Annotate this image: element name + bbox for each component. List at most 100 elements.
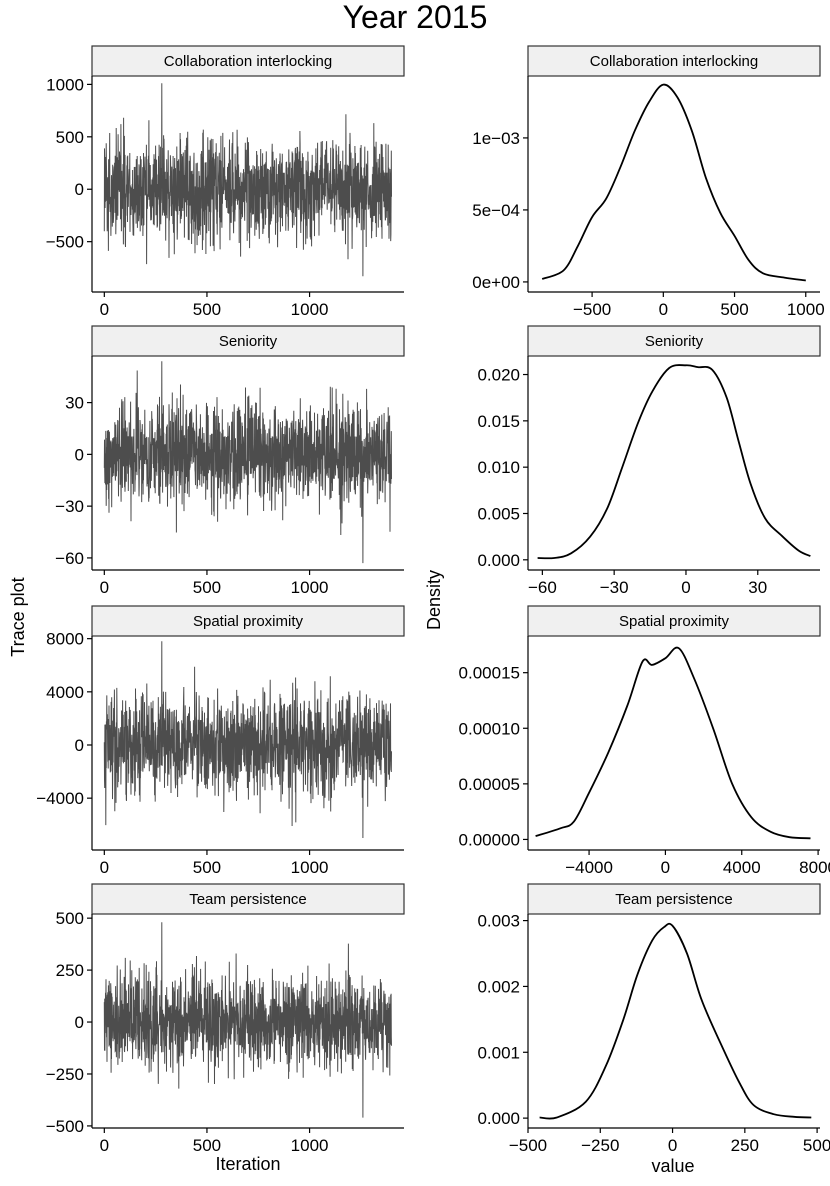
y-tick-label: 0.020 bbox=[477, 366, 520, 385]
trace-panel-2: Seniority −60 −30 0 30 0 500 1000 bbox=[55, 325, 405, 597]
facet-label: Collaboration interlocking bbox=[590, 53, 758, 70]
x-tick-label: 0 bbox=[100, 1136, 109, 1155]
x-tick-label: 500 bbox=[193, 1136, 221, 1155]
x-tick-label: 0 bbox=[681, 578, 690, 597]
density-curve bbox=[541, 83, 806, 282]
x-tick-label: 0 bbox=[659, 300, 668, 319]
y-tick-label: 5e−04 bbox=[472, 201, 520, 220]
y-tick-label: 4000 bbox=[46, 683, 84, 702]
trace-line bbox=[103, 83, 392, 277]
y-tick-label: 0.010 bbox=[477, 458, 520, 477]
x-tick-label: 500 bbox=[193, 858, 221, 877]
trace-line bbox=[103, 922, 392, 1118]
y-tick-label: 0e+00 bbox=[472, 273, 520, 292]
y-tick-label: 0 bbox=[75, 180, 84, 199]
x-tick-label: −4000 bbox=[565, 858, 613, 877]
density-panel-3: Spatial proximity 0.00000 0.00005 0.00010 0.… bbox=[459, 605, 830, 877]
facet-strip bbox=[527, 325, 821, 357]
y-tick-label: 0.000 bbox=[477, 1109, 520, 1128]
density-y-axis-title: Density bbox=[424, 570, 444, 630]
facet-strip bbox=[91, 605, 405, 637]
density-curve bbox=[539, 922, 812, 1120]
facet-strip bbox=[91, 45, 405, 77]
density-panel-1: Collaboration interlocking 0e+00 5e−04 1e−0… bbox=[472, 45, 825, 319]
x-tick-label: −250 bbox=[581, 1136, 619, 1155]
density-curve bbox=[535, 646, 811, 840]
trace-panel-4: Team persistence −500 −250 0 250 500 0 500 1000 bbox=[46, 883, 405, 1155]
y-tick-label: 0.003 bbox=[477, 912, 520, 931]
trace-line bbox=[103, 361, 392, 564]
x-tick-label: 0 bbox=[100, 858, 109, 877]
y-tick-label: 0.001 bbox=[477, 1043, 520, 1062]
facet-strip bbox=[527, 605, 821, 637]
trace-line bbox=[103, 641, 392, 839]
x-tick-label: 1000 bbox=[291, 858, 329, 877]
y-tick-label: 250 bbox=[56, 961, 84, 980]
y-tick-label: 1000 bbox=[46, 75, 84, 94]
figure-title: Year 2015 bbox=[343, 0, 488, 35]
y-tick-label: 0 bbox=[75, 1013, 84, 1032]
x-tick-label: 8000 bbox=[799, 858, 830, 877]
trace-panel-1: Collaboration interlocking −500 0 500 1000 0 5… bbox=[46, 45, 405, 319]
density-x-axis-title: value bbox=[651, 1156, 694, 1176]
facet-label: Collaboration interlocking bbox=[164, 53, 332, 70]
panels: Collaboration interlocking −500 0 500 1000 0 5… bbox=[36, 45, 830, 1155]
trace-y-axis-title: Trace plot bbox=[8, 577, 28, 656]
x-tick-label: −500 bbox=[573, 300, 611, 319]
facet-label: Team persistence bbox=[189, 891, 307, 908]
x-tick-label: 1000 bbox=[291, 300, 329, 319]
y-tick-label: −500 bbox=[46, 1117, 84, 1136]
density-curve bbox=[537, 364, 811, 560]
x-tick-label: 1000 bbox=[291, 1136, 329, 1155]
y-tick-label: −500 bbox=[46, 233, 84, 252]
facet-strip bbox=[91, 325, 405, 357]
x-tick-label: −30 bbox=[600, 578, 629, 597]
y-tick-label: 0.00010 bbox=[459, 719, 520, 738]
facet-strip bbox=[91, 883, 405, 915]
y-tick-label: 0 bbox=[75, 736, 84, 755]
facet-label: Spatial proximity bbox=[193, 613, 304, 630]
y-tick-label: 0 bbox=[75, 445, 84, 464]
density-panel-2: Seniority 0.000 0.005 0.010 0.015 0.020 −60 −30… bbox=[477, 325, 821, 597]
x-tick-label: 1000 bbox=[291, 578, 329, 597]
x-tick-label: 0 bbox=[100, 578, 109, 597]
y-tick-label: 0.015 bbox=[477, 412, 520, 431]
y-tick-label: 0.000 bbox=[477, 551, 520, 570]
facet-label: Seniority bbox=[645, 333, 704, 350]
x-tick-label: 4000 bbox=[723, 858, 761, 877]
x-tick-label: 250 bbox=[731, 1136, 759, 1155]
y-tick-label: −250 bbox=[46, 1065, 84, 1084]
y-tick-label: 500 bbox=[56, 128, 84, 147]
y-tick-label: −30 bbox=[55, 497, 84, 516]
x-tick-label: 500 bbox=[720, 300, 748, 319]
facet-strip bbox=[527, 45, 821, 77]
y-tick-label: 8000 bbox=[46, 630, 84, 649]
facet-strip bbox=[527, 883, 821, 915]
y-tick-label: −60 bbox=[55, 549, 84, 568]
x-tick-label: 30 bbox=[748, 578, 767, 597]
x-tick-label: 0 bbox=[100, 300, 109, 319]
x-tick-label: −500 bbox=[509, 1136, 547, 1155]
x-tick-label: 500 bbox=[803, 1136, 830, 1155]
y-tick-label: 500 bbox=[56, 909, 84, 928]
x-tick-label: 0 bbox=[661, 858, 670, 877]
x-tick-label: 500 bbox=[193, 578, 221, 597]
facet-label: Seniority bbox=[219, 333, 278, 350]
x-tick-label: −60 bbox=[528, 578, 557, 597]
y-tick-label: 0.00015 bbox=[459, 664, 520, 683]
y-tick-label: 0.005 bbox=[477, 504, 520, 523]
facet-label: Team persistence bbox=[615, 891, 733, 908]
y-tick-label: 0.00005 bbox=[459, 775, 520, 794]
facet-label: Spatial proximity bbox=[619, 613, 730, 630]
y-tick-label: −4000 bbox=[36, 789, 84, 808]
density-panel-4: Team persistence 0.000 0.001 0.002 0.003 −500… bbox=[477, 883, 830, 1155]
y-tick-label: 30 bbox=[65, 394, 84, 413]
x-tick-label: 0 bbox=[668, 1136, 677, 1155]
y-tick-label: 0.00000 bbox=[459, 830, 520, 849]
trace-panel-3: Spatial proximity −4000 0 4000 8000 0 500 1000 bbox=[36, 605, 405, 877]
y-tick-label: 0.002 bbox=[477, 977, 520, 996]
trace-x-axis-title: Iteration bbox=[215, 1154, 280, 1174]
y-tick-label: 1e−03 bbox=[472, 129, 520, 148]
x-tick-label: 500 bbox=[193, 300, 221, 319]
